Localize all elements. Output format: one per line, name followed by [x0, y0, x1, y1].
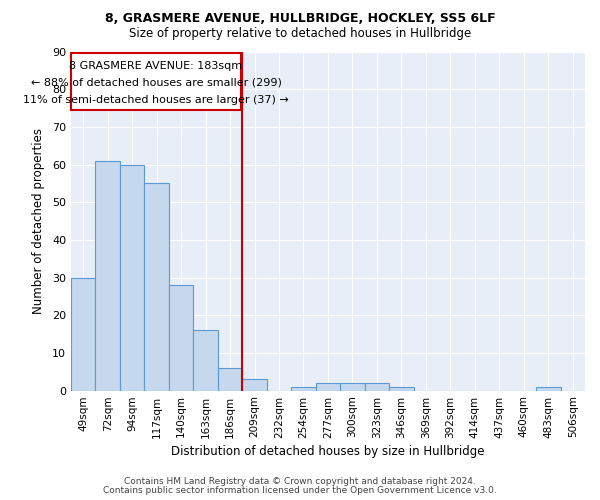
FancyBboxPatch shape [71, 54, 241, 110]
Bar [242, 380, 267, 390]
Bar [145, 184, 169, 390]
Bar [291, 387, 316, 390]
Text: Contains HM Land Registry data © Crown copyright and database right 2024.: Contains HM Land Registry data © Crown c… [124, 477, 476, 486]
X-axis label: Distribution of detached houses by size in Hullbridge: Distribution of detached houses by size … [171, 444, 485, 458]
Bar [389, 387, 413, 390]
Bar [365, 383, 389, 390]
Bar [218, 368, 242, 390]
Bar [169, 285, 193, 391]
Bar [340, 383, 365, 390]
Text: Size of property relative to detached houses in Hullbridge: Size of property relative to detached ho… [129, 28, 471, 40]
Bar [316, 383, 340, 390]
Text: ← 88% of detached houses are smaller (299): ← 88% of detached houses are smaller (29… [31, 78, 281, 88]
Bar [193, 330, 218, 390]
Bar [95, 161, 120, 390]
Text: 8 GRASMERE AVENUE: 183sqm: 8 GRASMERE AVENUE: 183sqm [70, 61, 242, 71]
Text: 11% of semi-detached houses are larger (37) →: 11% of semi-detached houses are larger (… [23, 94, 289, 104]
Bar [536, 387, 560, 390]
Text: 8, GRASMERE AVENUE, HULLBRIDGE, HOCKLEY, SS5 6LF: 8, GRASMERE AVENUE, HULLBRIDGE, HOCKLEY,… [104, 12, 496, 26]
Text: Contains public sector information licensed under the Open Government Licence v3: Contains public sector information licen… [103, 486, 497, 495]
Bar [71, 278, 95, 390]
Bar [120, 164, 145, 390]
Y-axis label: Number of detached properties: Number of detached properties [32, 128, 45, 314]
